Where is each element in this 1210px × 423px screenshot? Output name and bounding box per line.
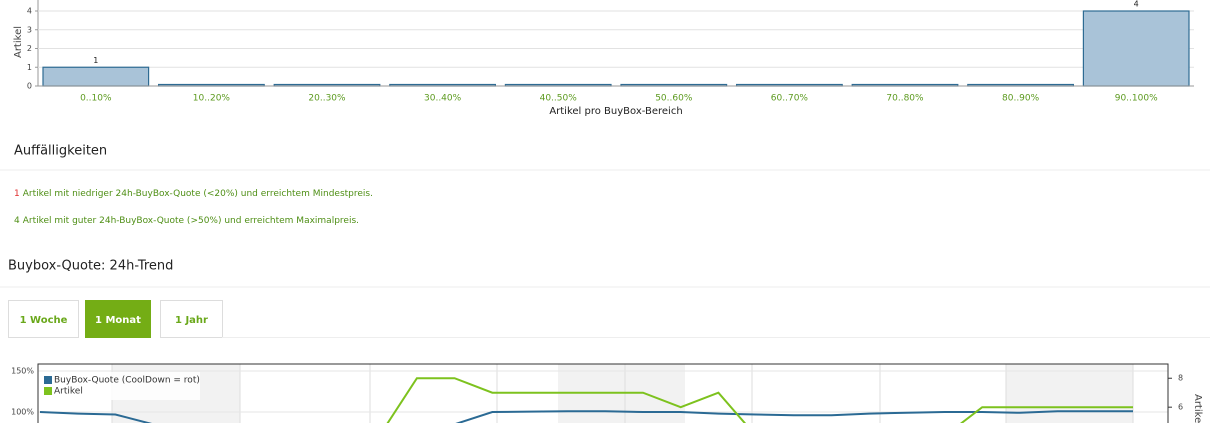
x-tick-label: 30..40% xyxy=(424,94,462,104)
tab-label[interactable]: 1 Jahr xyxy=(175,315,208,326)
y-tick-label: 150% xyxy=(11,367,34,376)
finding: 4 Artikel mit guter 24h-BuyBox-Quote (>50… xyxy=(14,216,359,226)
plot-frame xyxy=(37,363,1169,423)
data-label: 4 xyxy=(1134,0,1139,9)
tab[interactable] xyxy=(8,300,79,338)
x-tick-label: 10..20% xyxy=(193,94,231,104)
y-axis-label: Artikel xyxy=(13,26,24,58)
y2-tick-label: 6 xyxy=(1178,403,1183,412)
finding-text: Artikel mit niedriger 24h-BuyBox-Quote (… xyxy=(23,189,373,199)
tab-active[interactable] xyxy=(85,300,151,338)
finding: 1 Artikel mit niedriger 24h-BuyBox-Quote … xyxy=(14,189,373,199)
series-line xyxy=(39,410,1133,423)
trend-marks xyxy=(38,370,1168,423)
section-title: Auffälligkeiten xyxy=(14,144,107,159)
trend-plot xyxy=(38,364,1168,423)
y2-axis-label: Artikel xyxy=(1192,394,1203,423)
x-tick-label: 70..80% xyxy=(886,94,924,104)
x-tick-label: 0..10% xyxy=(80,94,112,104)
x-tick-label: 90..100% xyxy=(1115,94,1158,104)
y2-tick-label: 8 xyxy=(1178,374,1183,383)
data-label: 1 xyxy=(93,56,98,65)
legend-swatch xyxy=(44,387,52,395)
x-tick-label: 20..30% xyxy=(308,94,346,104)
finding-text: Artikel mit guter 24h-BuyBox-Quote (>50%… xyxy=(23,216,359,226)
histogram: 0 1 2 3 4 1 0..10% 10..20% 20..30% 30..40% 40..50%… xyxy=(27,0,1194,104)
y-tick-label: 100% xyxy=(11,408,34,417)
series-line xyxy=(386,377,1133,423)
y-tick-label: 1 xyxy=(27,63,32,72)
bar xyxy=(1082,10,1190,87)
x-tick-label: 50..60% xyxy=(655,94,693,104)
finding-count: 1 xyxy=(14,189,20,199)
legend-swatch xyxy=(44,376,52,384)
legend-label: Artikel xyxy=(54,387,83,397)
y-tick-label: 2 xyxy=(27,44,32,53)
section-title: Buybox-Quote: 24h-Trend xyxy=(8,259,173,274)
legend xyxy=(40,372,200,400)
tab-label[interactable]: 1 Monat xyxy=(95,315,141,326)
finding-count: 4 xyxy=(14,216,20,226)
y-tick-label: 4 xyxy=(27,7,32,16)
legend-label: BuyBox-Quote (CoolDown = rot) xyxy=(54,376,200,386)
tab-label[interactable]: 1 Woche xyxy=(20,315,68,326)
tab[interactable] xyxy=(160,300,223,338)
x-axis-label: Artikel pro BuyBox-Bereich xyxy=(549,106,682,117)
trend-axes: 100% 150% 6 8 xyxy=(11,367,1183,417)
legend-items: BuyBox-Quote (CoolDown = rot)Artikel xyxy=(44,376,200,397)
x-tick-label: 60..70% xyxy=(771,94,809,104)
y-tick-label: 3 xyxy=(27,25,32,34)
x-tick-label: 40..50% xyxy=(540,94,578,104)
x-tick-label: 80..90% xyxy=(1002,94,1040,104)
bar xyxy=(42,66,150,87)
shade xyxy=(1006,364,1133,423)
y-tick-label: 0 xyxy=(27,82,32,91)
